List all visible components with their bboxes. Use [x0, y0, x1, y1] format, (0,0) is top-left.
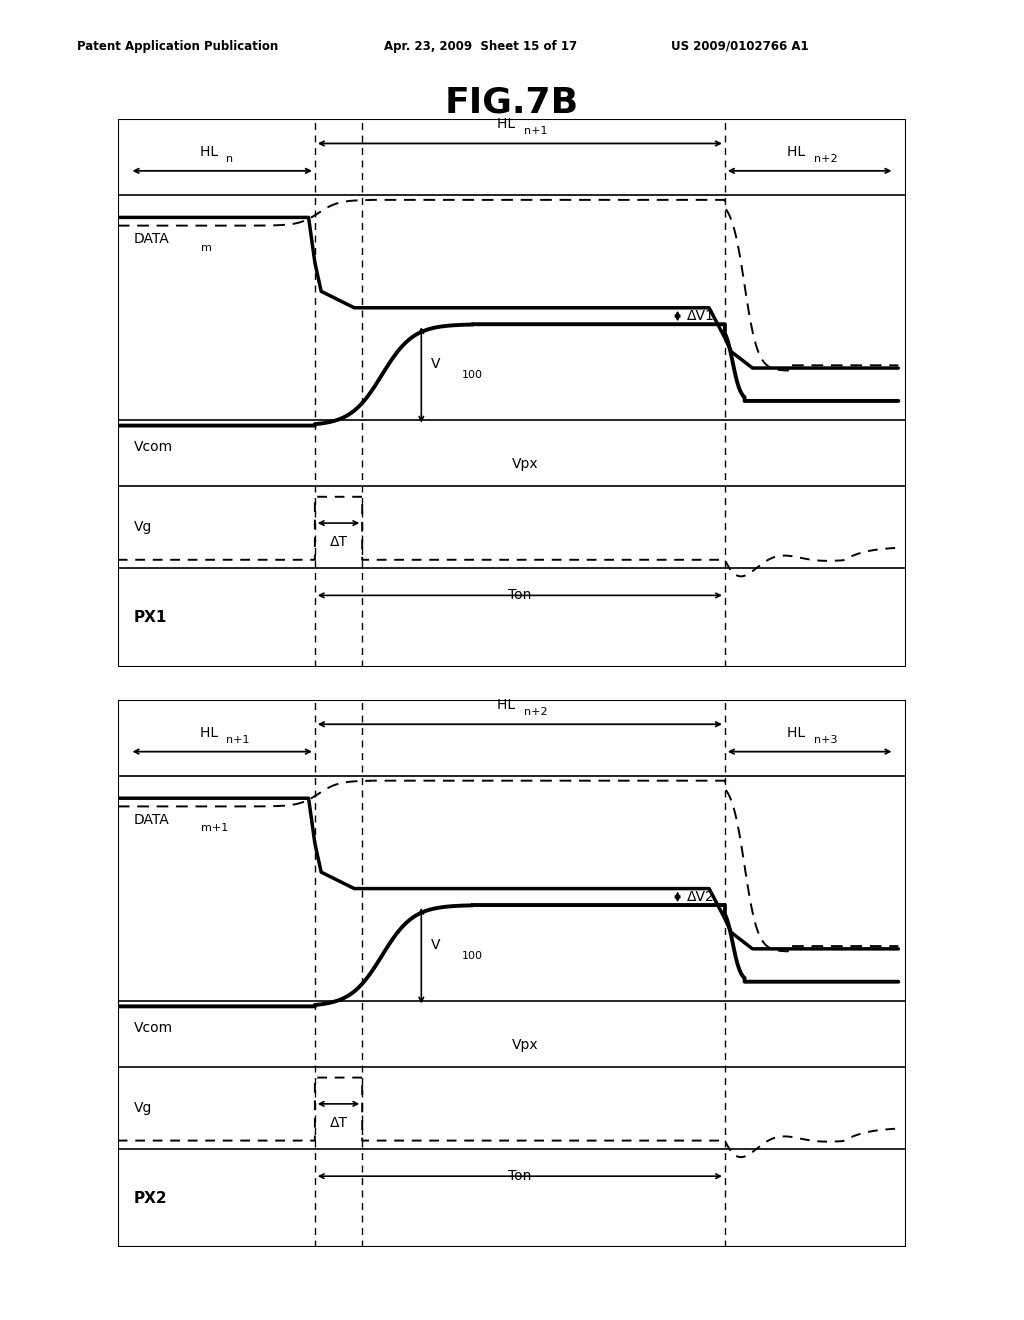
Text: ΔV2: ΔV2: [687, 890, 715, 904]
Text: Ton: Ton: [508, 1170, 531, 1183]
Text: Vg: Vg: [133, 1101, 152, 1114]
Text: DATA: DATA: [133, 813, 169, 828]
Text: HL: HL: [787, 726, 810, 739]
Text: V: V: [431, 356, 440, 371]
Text: V: V: [431, 937, 440, 952]
Text: US 2009/0102766 A1: US 2009/0102766 A1: [671, 40, 808, 53]
Text: FIG.7B: FIG.7B: [445, 86, 579, 120]
Text: Apr. 23, 2009  Sheet 15 of 17: Apr. 23, 2009 Sheet 15 of 17: [384, 40, 578, 53]
Text: Vpx: Vpx: [512, 457, 539, 471]
Text: HL: HL: [787, 145, 810, 158]
Text: 100: 100: [462, 370, 483, 380]
Text: Vg: Vg: [133, 520, 152, 533]
Text: n+3: n+3: [814, 734, 837, 744]
Text: m: m: [201, 243, 211, 252]
Text: HL: HL: [498, 698, 520, 713]
Text: 100: 100: [462, 950, 483, 961]
Text: ΔT: ΔT: [330, 1115, 347, 1130]
Text: ΔT: ΔT: [330, 535, 347, 549]
Text: Vcom: Vcom: [133, 1022, 173, 1035]
Text: n+2: n+2: [814, 153, 838, 164]
Text: n+2: n+2: [524, 708, 548, 717]
Text: PX1: PX1: [133, 610, 167, 624]
Text: HL: HL: [200, 726, 222, 739]
Text: n: n: [226, 153, 233, 164]
Text: HL: HL: [200, 145, 222, 158]
Text: m+1: m+1: [201, 824, 227, 833]
Text: Vcom: Vcom: [133, 441, 173, 454]
Text: HL: HL: [498, 117, 520, 132]
Text: n+1: n+1: [226, 734, 250, 744]
Text: Vpx: Vpx: [512, 1038, 539, 1052]
Text: DATA: DATA: [133, 232, 169, 247]
Text: Ton: Ton: [508, 589, 531, 602]
Text: Patent Application Publication: Patent Application Publication: [77, 40, 279, 53]
Text: n+1: n+1: [524, 127, 547, 136]
Text: ΔV1: ΔV1: [687, 309, 715, 323]
Text: PX2: PX2: [133, 1191, 167, 1205]
